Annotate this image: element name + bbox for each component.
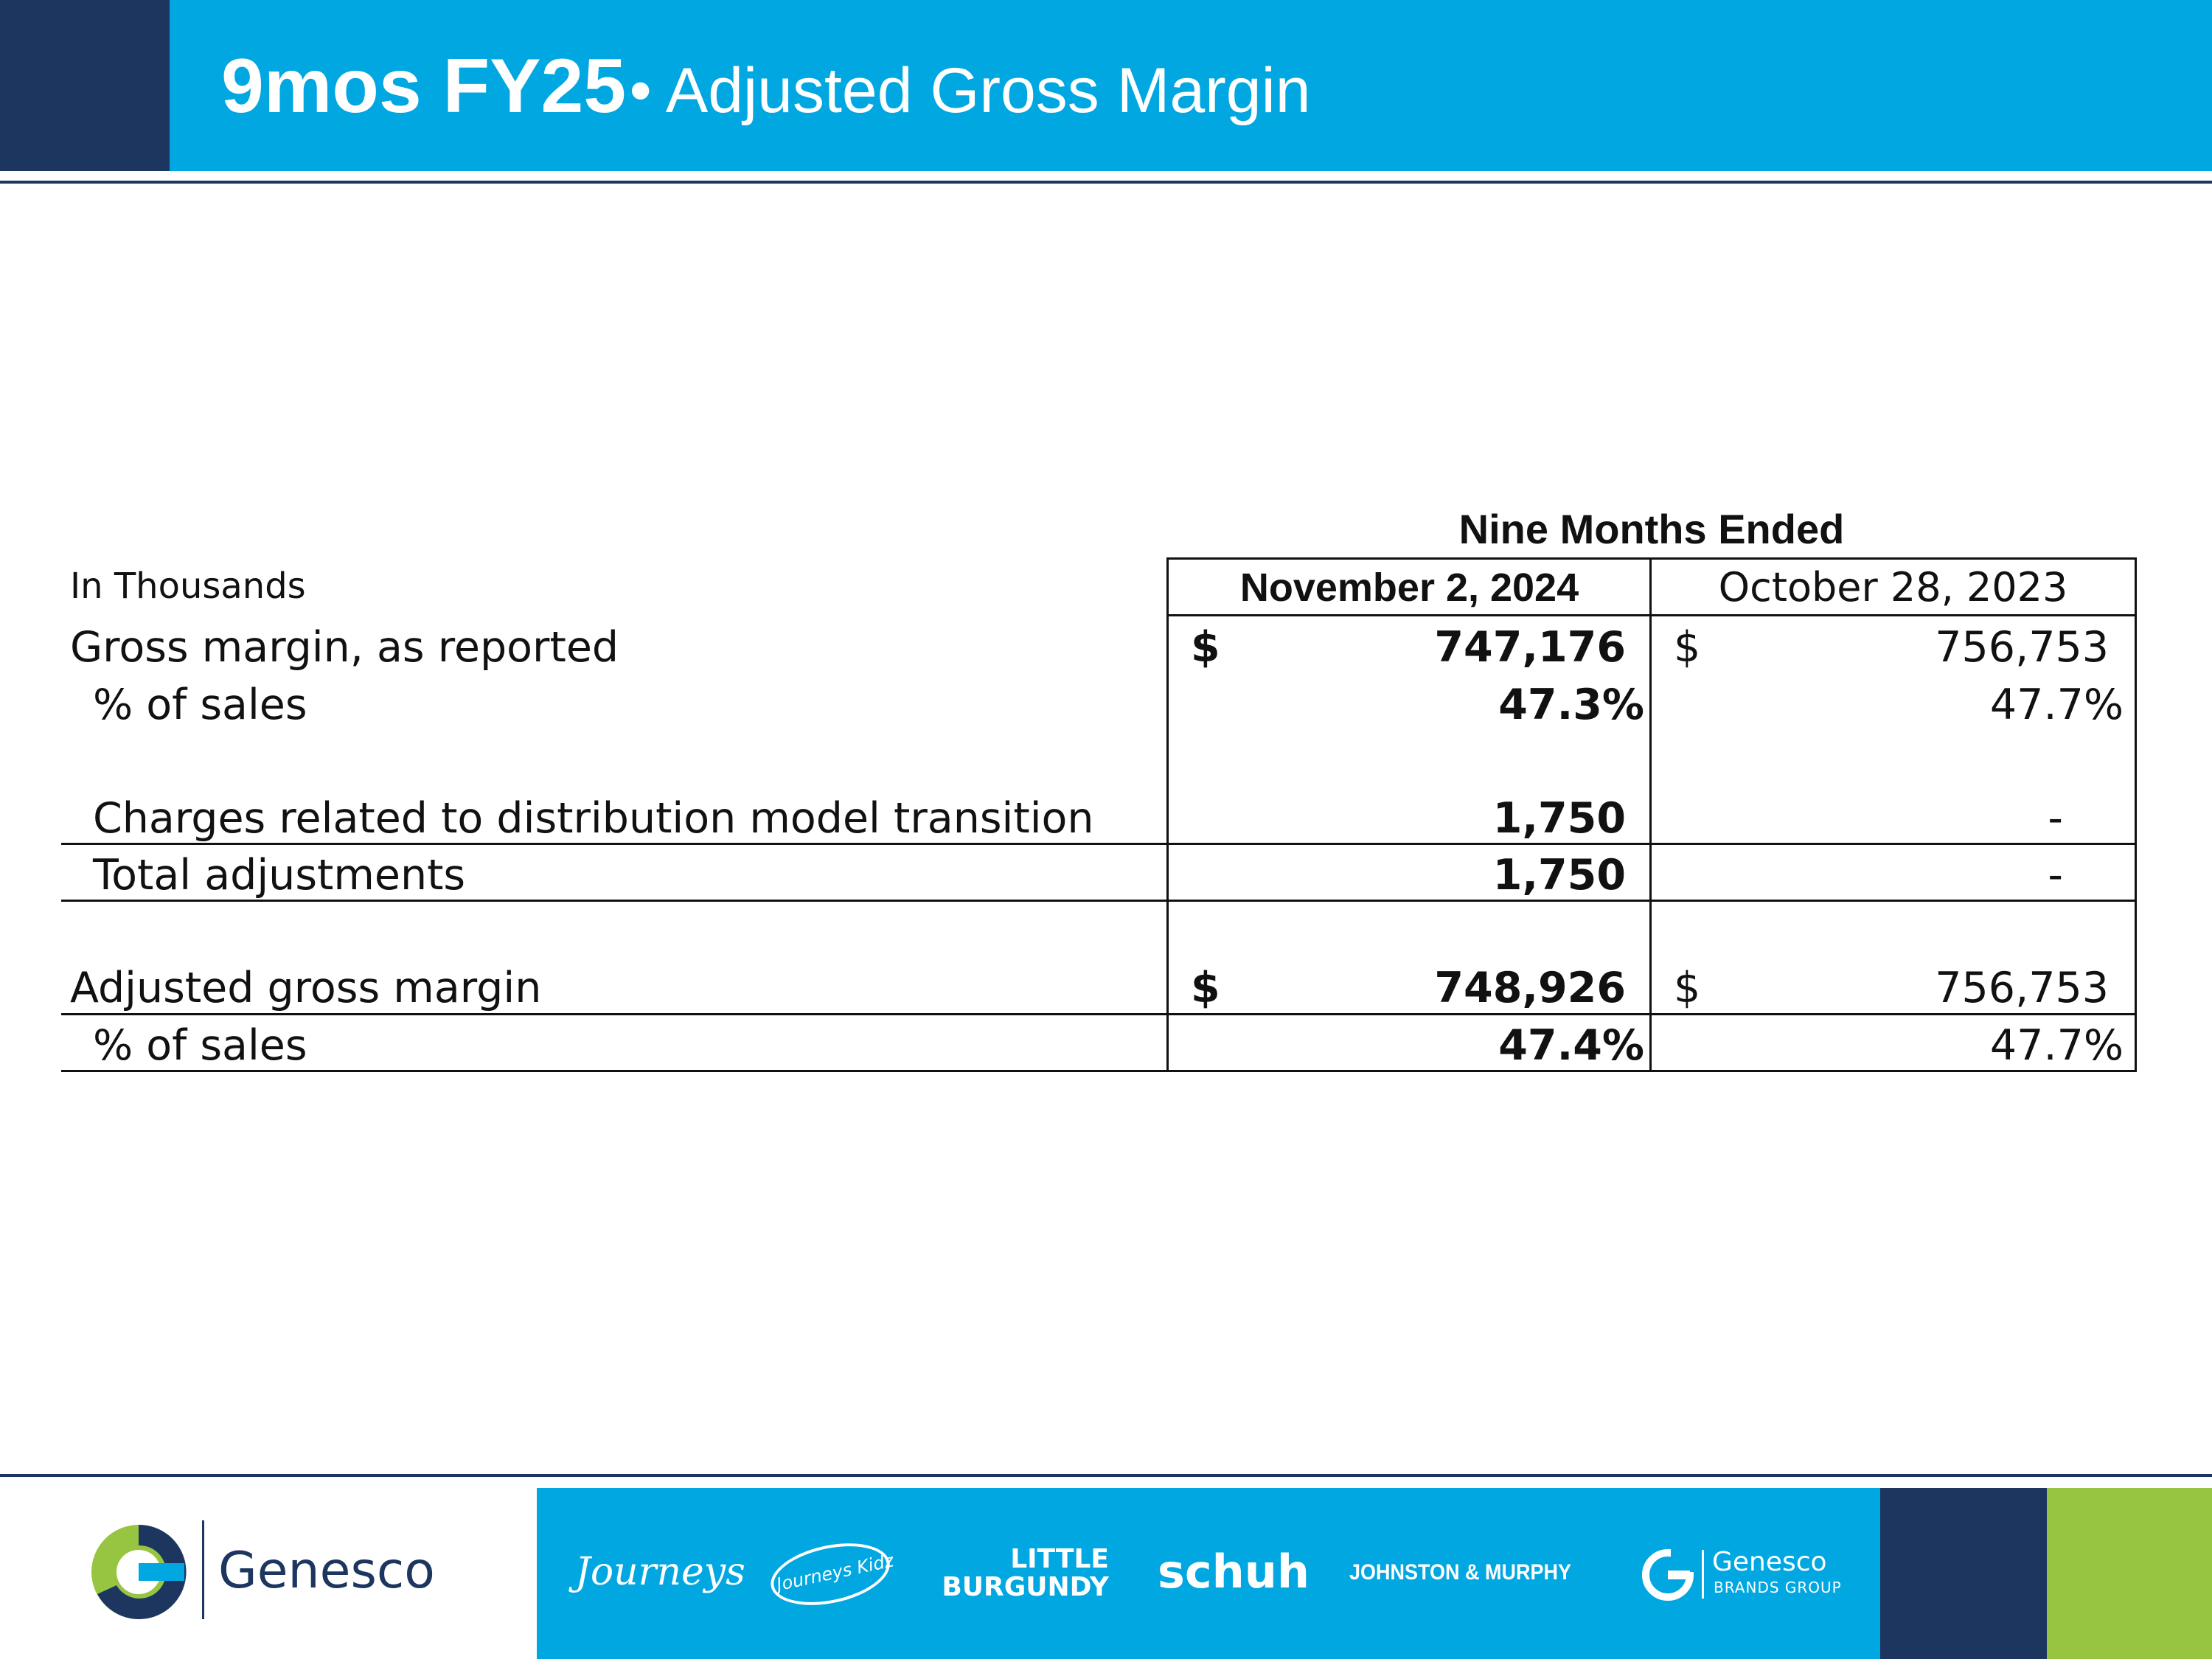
row-label: Charges related to distribution model tr… (93, 794, 1094, 843)
row-label: % of sales (93, 1021, 307, 1070)
value-2023: - (2048, 794, 2063, 843)
row-divider (61, 1013, 2137, 1015)
header-underline (1166, 614, 2137, 616)
row-label: Total adjustments (93, 851, 466, 900)
value-2024: 1,750 (1492, 794, 1626, 843)
brand-little-label: LITTLE (1010, 1544, 1109, 1574)
value-2024: 1,750 (1492, 851, 1626, 900)
footer-accent-green (2047, 1488, 2212, 1659)
header-accent-block (0, 0, 170, 171)
row-label: Gross margin, as reported (70, 623, 619, 672)
currency-symbol: $ (1191, 623, 1220, 672)
currency-symbol: $ (1674, 964, 1701, 1012)
header-bar (170, 0, 2212, 171)
currency-symbol: $ (1191, 964, 1220, 1012)
row-divider (61, 843, 2137, 845)
value-2023: 756,753 (1935, 964, 2109, 1012)
genesco-brands-group-icon (1641, 1548, 1694, 1601)
value-2023: 47.7% (1989, 1021, 2124, 1070)
company-name: Genesco (218, 1542, 435, 1600)
column-divider (2135, 557, 2137, 1072)
row-label: Adjusted gross margin (70, 964, 542, 1012)
brand-brands-group-label: BRANDS GROUP (1714, 1579, 1842, 1596)
logo-separator (202, 1520, 204, 1619)
brands-group-separator (1702, 1550, 1704, 1599)
value-2024: 47.3% (1498, 681, 1644, 729)
row-label: % of sales (93, 681, 307, 729)
table-border-bottom (61, 1070, 2137, 1072)
header-divider (0, 181, 2212, 184)
row-divider (61, 900, 2137, 902)
slide-title: 9mos FY25 • Adjusted Gross Margin (221, 46, 1311, 127)
brand-schuh-logo: schuh (1158, 1545, 1310, 1599)
period-header: Nine Months Ended (1458, 506, 1845, 552)
table-border-top (1166, 557, 2137, 560)
column-divider (1649, 557, 1652, 1072)
footer-accent-navy (1880, 1488, 2047, 1659)
slide-title-rest: • Adjusted Gross Margin (629, 55, 1311, 126)
value-2023: - (2048, 851, 2063, 900)
footer-brand-bar (537, 1488, 1880, 1659)
value-2024: 47.4% (1498, 1021, 1644, 1070)
value-2023: 47.7% (1989, 681, 2124, 729)
units-label: In Thousands (70, 566, 306, 607)
value-2024: 747,176 (1434, 623, 1626, 672)
column-divider (1166, 557, 1169, 1072)
brand-journeys-logo: Journeys (575, 1550, 745, 1594)
brand-genesco-label: Genesco (1712, 1547, 1827, 1577)
slide-title-bold: 9mos FY25 (221, 44, 627, 129)
brand-burgundy-label: BURGUNDY (942, 1572, 1109, 1602)
genesco-logo-icon (87, 1520, 190, 1624)
value-2023: 756,753 (1935, 623, 2109, 672)
value-2024: 748,926 (1434, 964, 1626, 1012)
brand-johnston-murphy-logo: JOHNSTON & MURPHY (1349, 1560, 1572, 1585)
footer-divider (0, 1474, 2212, 1477)
column-header-oct-2023: October 28, 2023 (1718, 564, 2068, 611)
column-header-nov-2024: November 2, 2024 (1239, 566, 1579, 610)
currency-symbol: $ (1674, 623, 1701, 672)
